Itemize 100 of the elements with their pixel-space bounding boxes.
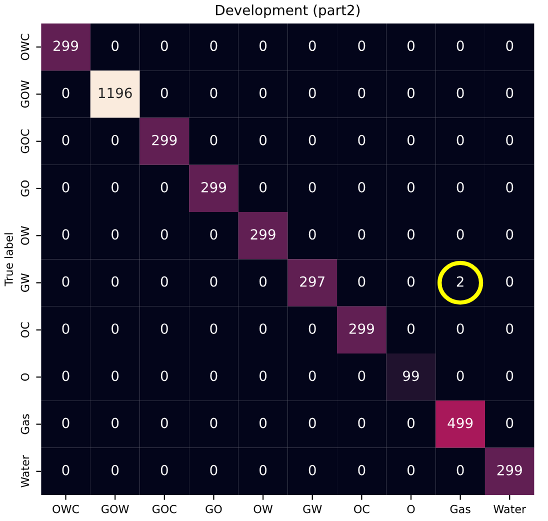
data-label: 0	[308, 134, 316, 146]
x-tick-label: Gas	[450, 504, 470, 514]
data-label: 0	[358, 229, 366, 240]
data-label: 0	[160, 276, 168, 287]
data-label: 0	[308, 464, 316, 476]
data-label: 0	[407, 276, 414, 287]
y-tick-label: OC	[20, 322, 30, 338]
data-label: 0	[506, 276, 514, 287]
y-tick-label: Gas	[20, 414, 30, 434]
data-label: 0	[358, 182, 366, 192]
data-label: 0	[210, 276, 218, 287]
data-label: 0	[62, 134, 70, 146]
data-label: 0	[456, 323, 464, 334]
x-tick-label: GOW	[102, 504, 129, 514]
data-label: 0	[260, 40, 267, 52]
data-label: 0	[260, 88, 267, 98]
data-label: 0	[260, 370, 267, 382]
data-label: 0	[210, 418, 218, 428]
y-tick-label: OWC	[20, 34, 30, 60]
x-tick-label: O	[407, 504, 415, 514]
data-label: 0	[112, 134, 119, 146]
data-label: 0	[62, 418, 70, 428]
data-label: 0	[506, 418, 514, 428]
data-label: 0	[506, 182, 514, 192]
data-label: 0	[62, 88, 70, 98]
data-label: 0	[160, 323, 168, 334]
data-label: 0	[407, 323, 414, 334]
data-label: 0	[407, 88, 414, 98]
data-label: 0	[358, 134, 366, 146]
data-label: 0	[112, 229, 119, 240]
data-label: 299	[201, 182, 226, 192]
data-label: 0	[112, 418, 119, 428]
data-label: 0	[308, 418, 316, 428]
data-label: 0	[160, 464, 168, 476]
data-label: 299	[349, 323, 374, 334]
data-label: 0	[506, 88, 514, 98]
data-label: 0	[407, 40, 414, 52]
data-label: 0	[62, 370, 70, 382]
y-tick-label: GOW	[20, 80, 30, 108]
data-label: 0	[358, 370, 366, 382]
data-label: 0	[112, 40, 119, 52]
y-tick-label: OW	[20, 226, 30, 245]
data-label: 0	[506, 370, 514, 382]
data-label: 0	[260, 418, 267, 428]
data-label: 0	[210, 88, 218, 98]
data-label: 0	[112, 323, 119, 334]
data-label: 0	[112, 276, 119, 287]
data-label: 0	[456, 134, 464, 146]
data-label: 0	[260, 276, 267, 287]
y-tick-label: GW	[20, 273, 30, 292]
y-axis-title: True label	[4, 233, 13, 286]
data-label: 0	[112, 464, 119, 476]
data-label: 0	[160, 370, 168, 382]
data-label: 0	[358, 88, 366, 98]
data-label: 0	[160, 229, 168, 240]
data-label: 0	[210, 134, 218, 146]
data-label: 0	[407, 182, 414, 192]
data-label: 299	[250, 229, 276, 240]
data-label: 0	[112, 182, 119, 192]
data-label: 0	[308, 88, 316, 98]
data-label: 0	[260, 182, 267, 192]
data-label: 0	[506, 323, 514, 334]
data-label: 0	[210, 370, 218, 382]
data-label: 0	[210, 464, 218, 476]
data-label: 0	[62, 229, 70, 240]
data-label: 0	[62, 276, 70, 287]
data-label: 0	[160, 88, 168, 98]
data-label: 0	[308, 323, 316, 334]
data-label: 0	[210, 323, 218, 334]
data-label: 0	[358, 418, 366, 428]
data-label: 0	[260, 134, 267, 146]
data-label: 0	[62, 323, 70, 334]
data-label: 0	[407, 229, 414, 240]
data-label: 0	[407, 418, 414, 428]
data-label: 0	[308, 229, 316, 240]
data-label: 0	[358, 464, 366, 476]
data-label: 0	[456, 182, 464, 192]
data-label: 0	[260, 464, 267, 476]
data-label: 0	[407, 134, 414, 146]
data-label: 0	[358, 276, 366, 287]
data-label: 299	[152, 134, 177, 146]
data-label: 0	[506, 229, 514, 240]
data-label: 0	[456, 88, 464, 98]
data-label: 99	[403, 370, 419, 382]
data-label: 299	[54, 40, 78, 52]
x-tick-label: GW	[303, 504, 322, 514]
data-label: 297	[300, 276, 324, 287]
data-label: 0	[260, 323, 267, 334]
data-label: 0	[456, 370, 464, 382]
data-label: 0	[62, 182, 70, 192]
data-label: 0	[308, 182, 316, 192]
data-label: 0	[160, 182, 168, 192]
y-tick-label: GO	[20, 180, 30, 197]
data-label: 0	[506, 134, 514, 146]
data-label: 1196	[98, 88, 132, 98]
data-label: 0	[456, 40, 464, 52]
x-tick-label: OC	[354, 504, 370, 514]
x-tick-label: Water	[494, 505, 526, 514]
data-label: 2	[456, 276, 464, 287]
data-label: 499	[448, 418, 473, 428]
